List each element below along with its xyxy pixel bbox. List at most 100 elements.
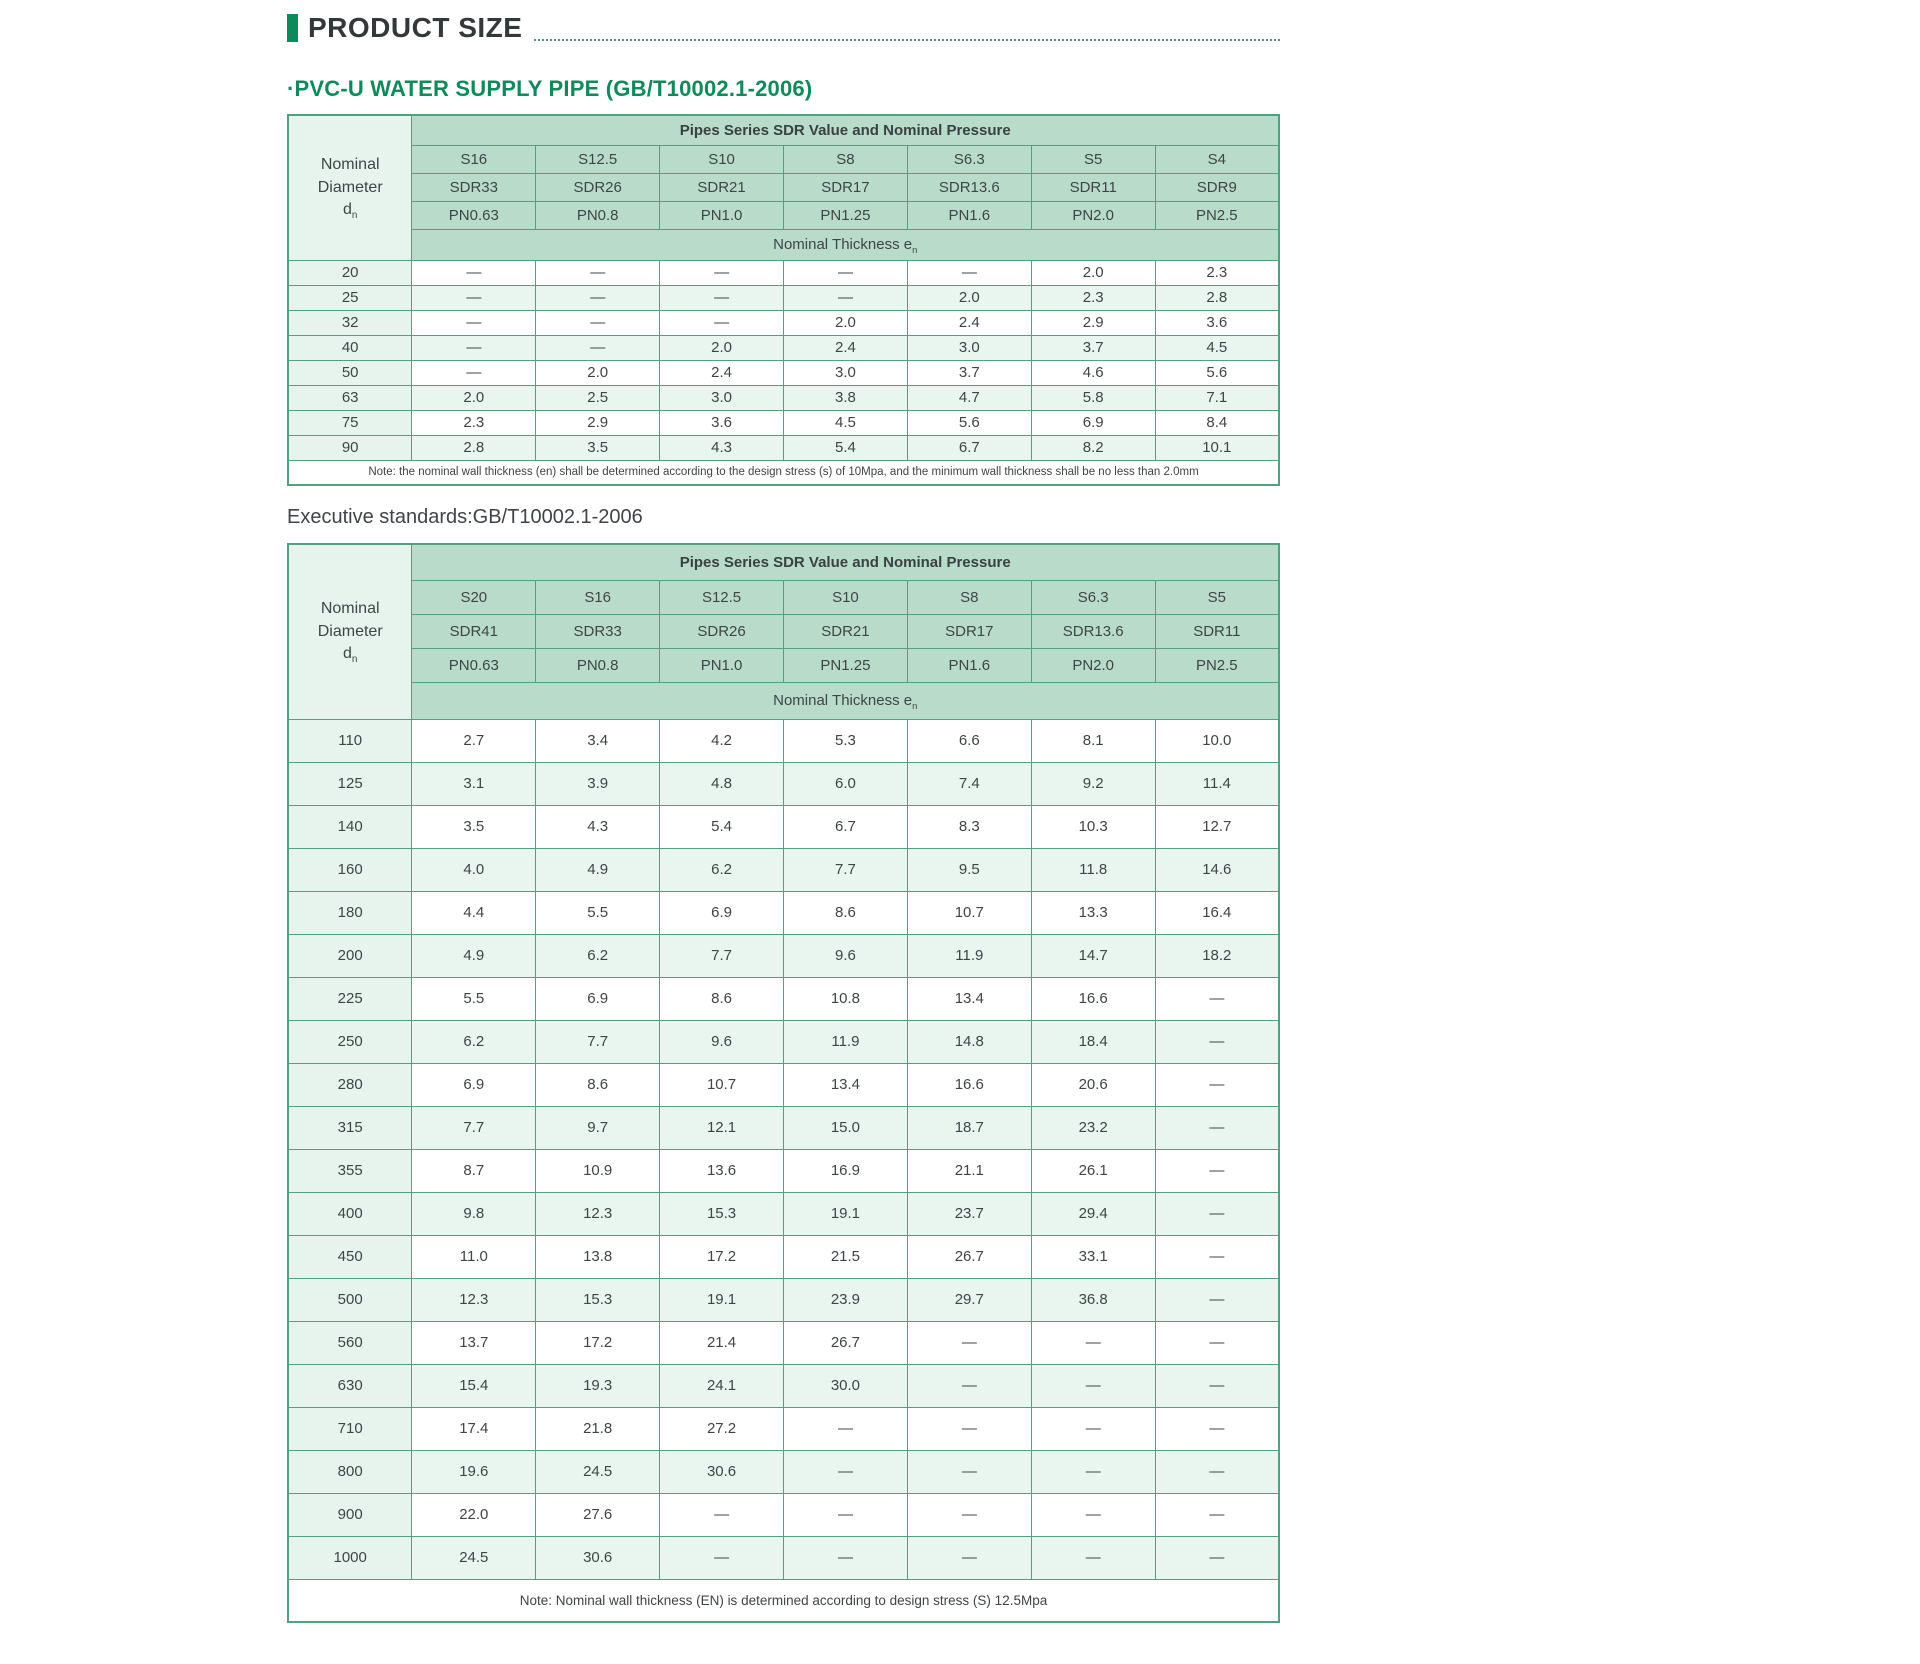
series-header-cell: S5 [1030, 144, 1156, 174]
thickness-value-cell: 12.3 [535, 1191, 661, 1236]
thickness-header-cell: Nominal Thickness en [411, 228, 1280, 261]
table-row: 500 12.3 15.3 19.1 23.9 29.7 36.8— [287, 1277, 1280, 1322]
thickness-value-cell: 16.6 [906, 1062, 1032, 1107]
thickness-value-cell: 10.1 [1154, 434, 1280, 461]
pn-header-cell: PN0.63 [411, 200, 537, 230]
table-row: 75 2.3 2.9 3.6 4.5 5.6 6.9 8.4 [287, 409, 1280, 436]
thickness-value-cell: 2.0 [1030, 259, 1156, 286]
table-row: 140 3.5 4.3 5.4 6.7 8.3 10.3 12.7 [287, 804, 1280, 849]
thickness-value-cell: 8.4 [1154, 409, 1280, 436]
thickness-label-sub: n [912, 245, 918, 255]
row-header-symbol-sub: n [351, 654, 358, 666]
thickness-value-cell: 18.2 [1154, 933, 1280, 978]
thickness-value-cell: — [1030, 1535, 1156, 1580]
thickness-value-cell: 8.6 [659, 976, 784, 1021]
thickness-value-cell: — [659, 259, 784, 286]
thickness-value-cell: 3.1 [411, 761, 537, 806]
thickness-value-cell: — [1154, 1320, 1280, 1365]
thickness-value-cell: 24.5 [535, 1449, 661, 1494]
thickness-value-cell: 9.6 [783, 933, 908, 978]
table-row: 450 11.0 13.8 17.2 21.5 26.7 33.1— [287, 1234, 1280, 1279]
table-row: 250 6.2 7.7 9.6 11.9 14.8 18.4— [287, 1019, 1280, 1064]
thickness-value-cell: 15.3 [659, 1191, 784, 1236]
thickness-value-cell: 3.0 [659, 384, 784, 411]
pn-header-cell: PN1.25 [783, 647, 908, 683]
pn-header-cell: PN1.6 [906, 647, 1032, 683]
thickness-value-cell: — [1030, 1363, 1156, 1408]
thickness-value-cell: 2.8 [411, 434, 537, 461]
pn-header-cell: PN2.5 [1154, 647, 1280, 683]
table-row: 630 15.4 19.3 24.1 30.0— — — [287, 1363, 1280, 1408]
thickness-value-cell: 26.7 [783, 1320, 908, 1365]
thickness-value-cell: 2.8 [1154, 284, 1280, 311]
table-row: 50—2.0 2.4 3.0 3.7 4.6 5.6 [287, 359, 1280, 386]
thickness-value-cell: 8.2 [1030, 434, 1156, 461]
thickness-value-cell: — [659, 1535, 784, 1580]
thickness-value-cell: 3.6 [1154, 309, 1280, 336]
thickness-value-cell: 21.8 [535, 1406, 661, 1451]
diameter-cell: 32 [287, 309, 413, 336]
thickness-value-cell: — [906, 1492, 1032, 1537]
series-header-cell: S10 [659, 144, 784, 174]
series-header-cell: S16 [411, 144, 537, 174]
thickness-value-cell: 2.0 [906, 284, 1032, 311]
pn-header-cell: PN2.0 [1030, 200, 1156, 230]
thickness-header-cell: Nominal Thickness en [411, 681, 1280, 720]
thickness-value-cell: 6.2 [659, 847, 784, 892]
series-header-cell: S12.5 [535, 144, 661, 174]
row-header-symbol-main: d [342, 644, 352, 662]
diameter-cell: 75 [287, 409, 413, 436]
dotted-leader-line [534, 39, 1280, 41]
thickness-value-cell: 4.5 [783, 409, 908, 436]
thickness-value-cell: 3.5 [535, 434, 661, 461]
thickness-value-cell: 18.7 [906, 1105, 1032, 1150]
thickness-value-cell: 2.4 [659, 359, 784, 386]
diameter-cell: 225 [287, 976, 413, 1021]
thickness-value-cell: 6.6 [906, 718, 1032, 763]
thickness-value-cell: — [1030, 1492, 1156, 1537]
thickness-value-cell: — [906, 259, 1032, 286]
thickness-value-cell: 16.9 [783, 1148, 908, 1193]
thickness-value-cell: — [906, 1449, 1032, 1494]
pn-header-cell: PN1.25 [783, 200, 908, 230]
row-header-cell: Nominal Diameter dn [287, 114, 413, 261]
thickness-value-cell: 14.7 [1030, 933, 1156, 978]
thickness-value-cell: 19.3 [535, 1363, 661, 1408]
thickness-value-cell: 21.4 [659, 1320, 784, 1365]
thickness-value-cell: 11.4 [1154, 761, 1280, 806]
sdr-header-cell: SDR11 [1030, 172, 1156, 202]
diameter-cell: 450 [287, 1234, 413, 1279]
sdr-header-cell: SDR17 [783, 172, 908, 202]
thickness-value-cell: — [1154, 1148, 1280, 1193]
thickness-value-cell: 4.8 [659, 761, 784, 806]
thickness-value-cell: 11.8 [1030, 847, 1156, 892]
thickness-value-cell: 19.1 [659, 1277, 784, 1322]
thickness-value-cell: — [783, 1449, 908, 1494]
pn-header-cell: PN2.5 [1154, 200, 1280, 230]
thickness-value-cell: 20.6 [1030, 1062, 1156, 1107]
table-header-row: Nominal Diameter dn Pipes Series SDR Value… [287, 114, 1280, 261]
sdr-header-cell: SDR13.6 [906, 172, 1032, 202]
table-row: 355 8.7 10.9 13.6 16.9 21.1 26.1— [287, 1148, 1280, 1193]
thickness-value-cell: 5.8 [1030, 384, 1156, 411]
thickness-value-cell: 19.1 [783, 1191, 908, 1236]
thickness-value-cell: 2.3 [1030, 284, 1156, 311]
table-note: Note: Nominal wall thickness (EN) is det… [287, 1578, 1280, 1623]
thickness-value-cell: 4.0 [411, 847, 537, 892]
thickness-value-cell: 3.0 [783, 359, 908, 386]
thickness-value-cell: 14.8 [906, 1019, 1032, 1064]
thickness-value-cell: 3.5 [411, 804, 537, 849]
diameter-cell: 250 [287, 1019, 413, 1064]
diameter-cell: 25 [287, 284, 413, 311]
thickness-value-cell: 8.6 [535, 1062, 661, 1107]
series-header-cell: S4 [1154, 144, 1280, 174]
thickness-value-cell: — [411, 334, 537, 361]
thickness-value-cell: 2.9 [535, 409, 661, 436]
thickness-value-cell: — [1030, 1406, 1156, 1451]
thickness-value-cell: — [411, 359, 537, 386]
thickness-value-cell: 7.7 [783, 847, 908, 892]
thickness-value-cell: — [535, 284, 661, 311]
thickness-value-cell: — [1154, 1019, 1280, 1064]
thickness-value-cell: 29.7 [906, 1277, 1032, 1322]
thickness-value-cell: 11.9 [783, 1019, 908, 1064]
